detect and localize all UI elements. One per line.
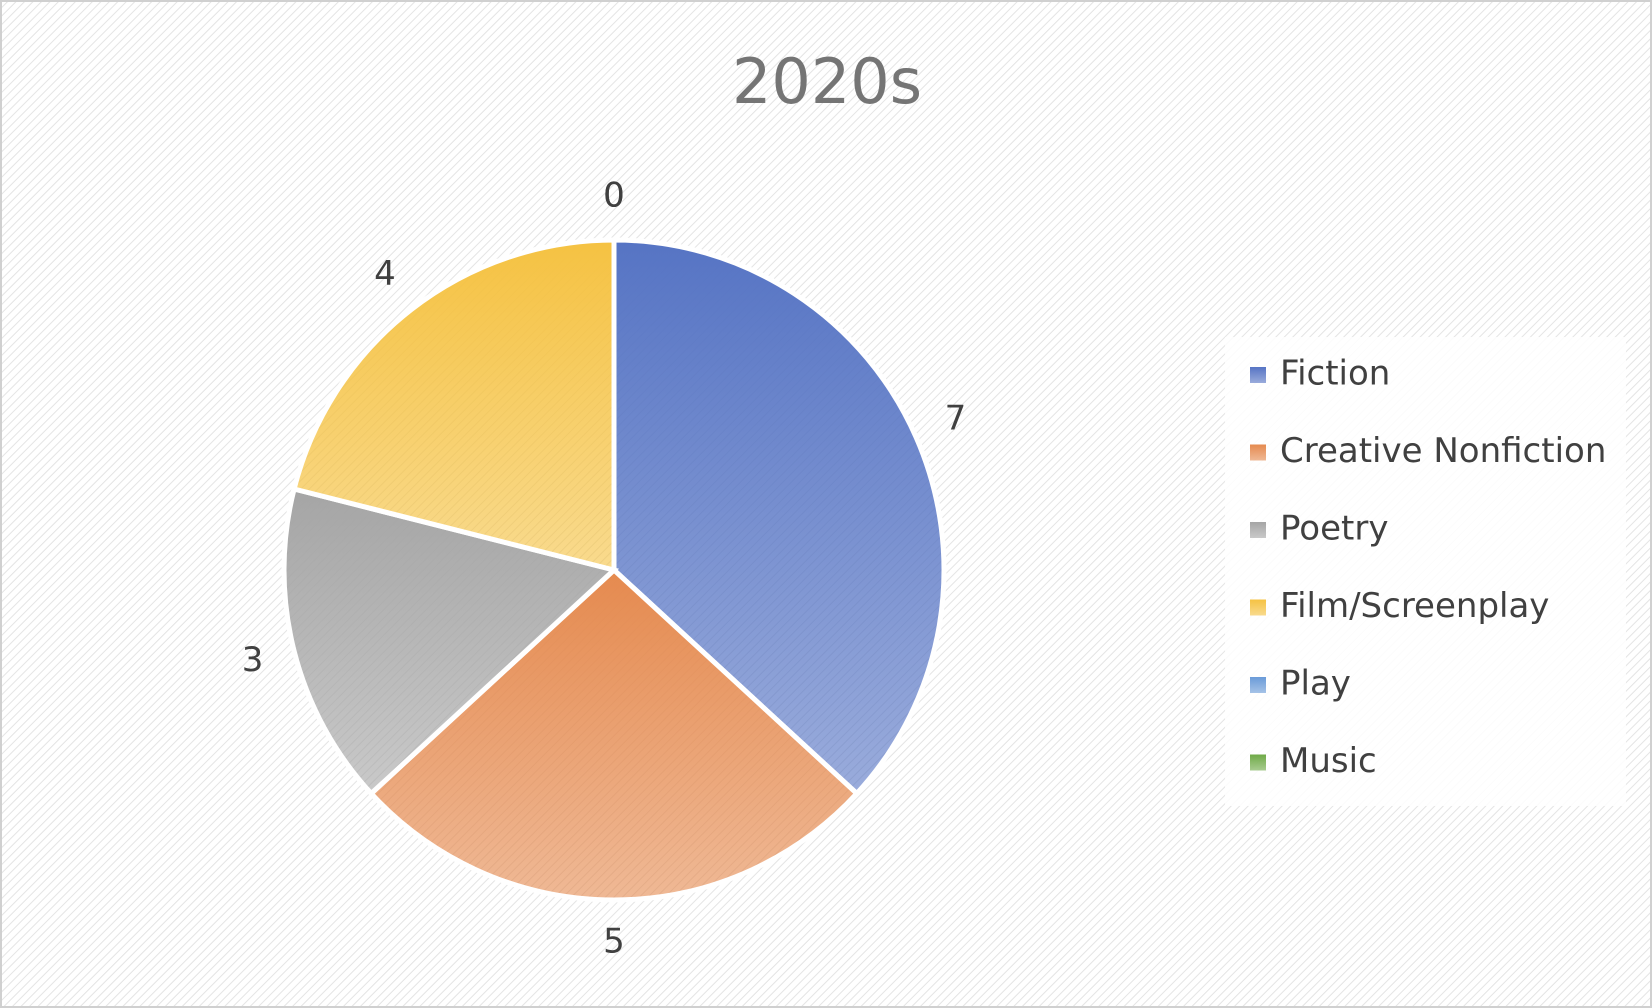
legend-label: Music bbox=[1280, 741, 1377, 781]
pie-slice bbox=[281, 485, 620, 798]
data-label: 3 bbox=[242, 640, 264, 680]
pie-slice bbox=[291, 237, 617, 574]
legend-box bbox=[1225, 337, 1626, 806]
legend-marker bbox=[1250, 754, 1266, 771]
data-label: 7 bbox=[945, 399, 967, 439]
pie-slice bbox=[367, 566, 861, 903]
legend-label: Creative Nonfiction bbox=[1280, 431, 1606, 471]
legend-marker bbox=[1250, 367, 1266, 383]
chart-title: 2020s bbox=[732, 45, 922, 118]
legend-label: Fiction bbox=[1280, 354, 1390, 394]
data-label: 4 bbox=[374, 254, 396, 294]
legend-label: Film/Screenplay bbox=[1280, 586, 1549, 626]
legend-label: Poetry bbox=[1280, 509, 1388, 549]
legend-marker bbox=[1250, 599, 1266, 616]
pie-slice bbox=[611, 237, 947, 798]
legend-label: Play bbox=[1280, 664, 1351, 704]
data-label: 0 bbox=[603, 176, 625, 216]
legend-marker bbox=[1250, 677, 1266, 693]
data-label: 0 bbox=[603, 176, 625, 216]
data-label: 5 bbox=[603, 921, 625, 961]
legend-marker bbox=[1250, 444, 1266, 461]
legend-marker bbox=[1250, 522, 1266, 538]
